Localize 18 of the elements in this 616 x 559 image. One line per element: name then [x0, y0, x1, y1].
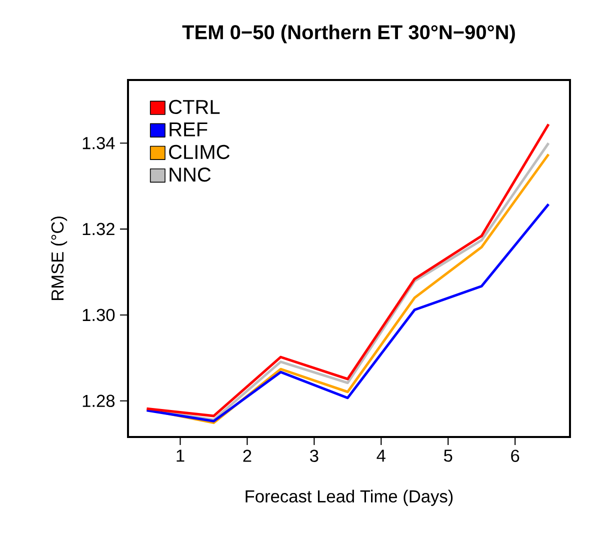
x-tick-label: 1 — [176, 450, 184, 462]
x-tick-label: 5 — [444, 450, 452, 462]
x-tick-label: 2 — [243, 450, 252, 462]
legend-label: CLIMC — [169, 144, 230, 160]
x-tick-label: 3 — [310, 450, 318, 462]
legend-label: CTRL — [169, 100, 220, 114]
chart-title: TEM 0−50 (Northern ET 30°N−90°N) — [182, 24, 515, 44]
x-tick-label: 4 — [376, 450, 386, 462]
y-tick-label: 1.28 — [82, 394, 115, 408]
legend-label: REF — [170, 122, 208, 136]
x-tick-label: 6 — [511, 450, 520, 462]
y-tick-label: 1.34 — [82, 136, 115, 150]
legend-label: NNC — [170, 168, 211, 182]
line-series — [145, 202, 550, 422]
y-tick-label: 1.30 — [82, 308, 115, 322]
y-tick-label: 1.32 — [82, 222, 114, 236]
y-axis-title: RMSE (°C) — [50, 216, 68, 300]
x-axis-title: Forecast Lead Time (Days) — [246, 490, 453, 506]
